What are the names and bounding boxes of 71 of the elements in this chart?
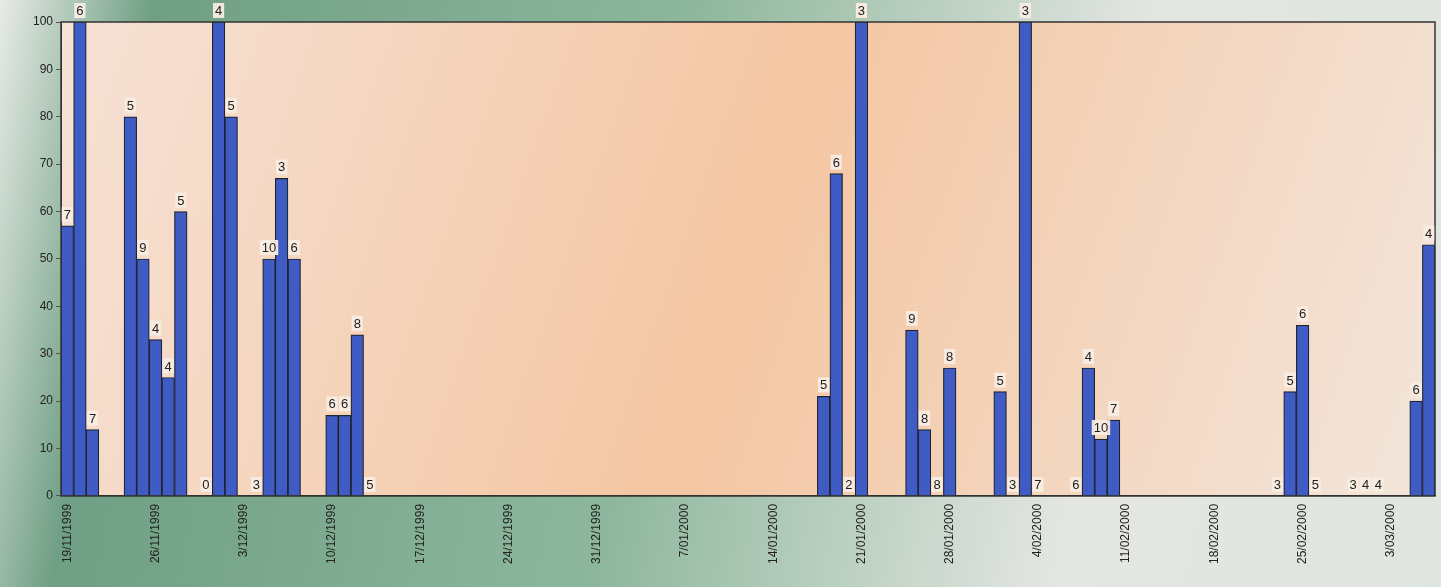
annotation: 10 — [1093, 420, 1109, 436]
annotation: 5 — [996, 372, 1004, 388]
annotation: 7 — [1034, 477, 1042, 493]
annotation: 7 — [1109, 401, 1118, 417]
x-tick-label: 19/11/1999 — [59, 503, 74, 564]
annotation: 6 — [1412, 382, 1420, 398]
x-tick-label: 31/12/1999 — [589, 503, 604, 564]
x-tick-label: 14/01/2000 — [765, 503, 780, 564]
annotation: 5 — [126, 97, 134, 113]
y-tick-label: 50 — [39, 251, 54, 266]
annotation: 4 — [1374, 477, 1382, 493]
annotation: 2 — [845, 477, 853, 493]
y-tick-label: 60 — [39, 203, 54, 218]
annotation: 6 — [76, 3, 84, 19]
annotation: 5 — [227, 97, 235, 113]
y-tick-label: 70 — [39, 156, 54, 171]
annotation: 4 — [1425, 225, 1433, 241]
annotation: 5 — [820, 377, 828, 393]
y-tick-label: 30 — [39, 346, 54, 361]
y-tick-label: 0 — [46, 488, 54, 503]
annotation: 8 — [933, 477, 941, 493]
annotation: 3 — [1021, 3, 1029, 19]
x-tick-label: 17/12/1999 — [412, 503, 427, 564]
x-tick-label: 28/01/2000 — [942, 503, 957, 564]
x-tick-label: 11/02/2000 — [1118, 503, 1133, 564]
x-tick-label: 4/02/2000 — [1030, 503, 1045, 558]
x-tick-label: 3/12/1999 — [236, 503, 251, 558]
annotation: 3 — [1009, 477, 1017, 493]
y-tick-label: 80 — [39, 109, 54, 124]
annotation: 3 — [252, 477, 261, 493]
y-tick-label: 10 — [39, 440, 54, 455]
annotation: 4 — [1084, 349, 1092, 365]
annotation: 3 — [857, 3, 866, 19]
annotation: 9 — [139, 240, 147, 256]
annotation: 3 — [1273, 477, 1282, 493]
annotation: 4 — [214, 3, 223, 19]
x-tick-label: 25/02/2000 — [1294, 503, 1309, 564]
x-tick-label: 24/12/1999 — [500, 503, 515, 564]
x-tick-label: 26/11/1999 — [147, 503, 162, 564]
annotation: 3 — [1349, 477, 1357, 493]
annotation: 8 — [946, 349, 954, 365]
annotation: 6 — [1299, 306, 1307, 322]
annotation: 6 — [341, 396, 349, 412]
annotation: 4 — [151, 320, 160, 336]
annotation: 7 — [88, 410, 97, 426]
annotation: 5 — [1286, 372, 1294, 388]
x-tick-label: 18/02/2000 — [1206, 503, 1221, 564]
annotation: 6 — [290, 240, 298, 256]
x-tick-label: 21/01/2000 — [853, 503, 868, 564]
x-tick-label: 7/01/2000 — [677, 503, 692, 558]
annotation: 3 — [278, 159, 286, 175]
y-tick-label: 100 — [32, 14, 54, 29]
x-tick-label: 10/12/1999 — [324, 503, 339, 564]
annotation: 5 — [1311, 477, 1319, 493]
y-tick-label: 90 — [39, 61, 54, 76]
annotation: 8 — [920, 410, 929, 426]
y-tick-label: 20 — [39, 393, 54, 408]
annotation: 4 — [164, 358, 172, 374]
x-tick-label: 3/03/2000 — [1383, 503, 1398, 558]
annotation: 6 — [832, 154, 840, 170]
annotation: 5 — [177, 192, 185, 208]
annotation: 9 — [908, 311, 916, 327]
annotation: 10 — [261, 240, 277, 256]
annotation: 7 — [63, 206, 71, 222]
y-tick-label: 40 — [39, 298, 54, 313]
annotation: 6 — [1072, 477, 1080, 493]
annotation: 6 — [328, 396, 336, 412]
annotation: 5 — [366, 477, 374, 493]
annotation: 4 — [1362, 477, 1370, 493]
annotation: 0 — [202, 477, 210, 493]
annotation: 8 — [353, 315, 361, 331]
